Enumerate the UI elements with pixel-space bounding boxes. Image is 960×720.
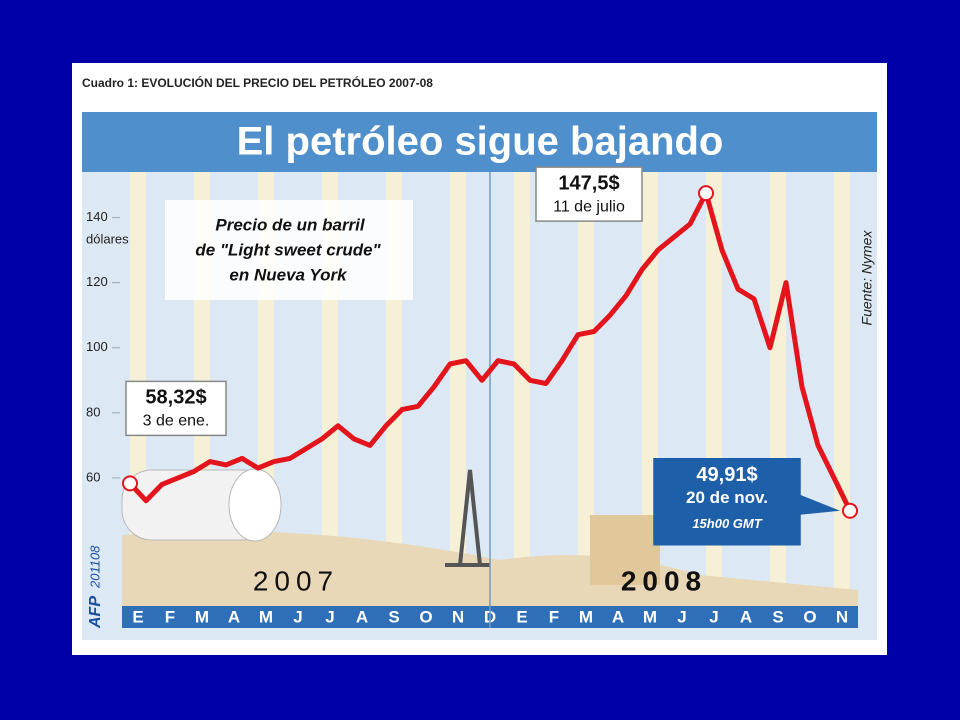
x-tick-label: S — [388, 607, 399, 626]
x-tick-label: J — [325, 607, 334, 626]
value-note: 3 de ene. — [143, 413, 210, 430]
header: Cuadro 1: EVOLUCIÓN DEL PRECIO DEL PETRÓ… — [82, 75, 433, 90]
x-tick-label: A — [356, 607, 368, 626]
x-tick-label: N — [836, 607, 848, 626]
y-tick-label: 100 — [86, 339, 108, 354]
time-note: 15h00 GMT — [692, 516, 762, 531]
x-tick-label: E — [516, 607, 527, 626]
value-label: 58,32$ — [145, 387, 206, 409]
value-note: 20 de nov. — [686, 488, 768, 507]
y-unit: dólares — [86, 231, 129, 246]
x-tick-label: F — [549, 607, 559, 626]
x-tick-label: E — [132, 607, 143, 626]
credit-date: 201108 — [87, 545, 102, 589]
x-tick-label: M — [643, 607, 657, 626]
x-tick-label: F — [165, 607, 175, 626]
x-tick-label: A — [740, 607, 752, 626]
point-marker — [698, 185, 714, 202]
y-tick-label: 60 — [86, 469, 100, 484]
pointer — [800, 494, 840, 515]
x-tick-label: M — [195, 607, 209, 626]
derrick — [445, 469, 490, 567]
month-stripe — [834, 172, 850, 606]
chart-title: El petróleo sigue bajando — [237, 120, 724, 164]
x-tick-label: A — [228, 607, 240, 626]
subtitle: en Nueva York — [229, 265, 348, 284]
y-tick-label: 80 — [86, 404, 100, 419]
subtitle: de "Light sweet crude" — [195, 240, 381, 259]
title-bar — [82, 112, 877, 172]
value-label: 147,5$ — [558, 172, 619, 194]
x-tick-label: O — [803, 607, 816, 626]
y-tick-label: 140 — [86, 209, 108, 224]
x-tick-label: S — [772, 607, 783, 626]
annotation-box — [535, 166, 643, 222]
source: Fuente: Nymex — [859, 230, 875, 326]
year-label: 2007 — [253, 565, 339, 596]
month-stripe — [418, 172, 434, 606]
x-tick-label: J — [709, 607, 718, 626]
subtitle-bg — [165, 200, 413, 300]
month-stripe — [578, 172, 594, 606]
month-stripe — [610, 172, 626, 606]
subtitle: Precio de un barril — [215, 215, 366, 234]
barrel-top — [228, 468, 282, 542]
credit: AFP — [87, 596, 104, 629]
x-tick-label: N — [452, 607, 464, 626]
point-marker — [842, 502, 858, 519]
x-tick-label: J — [677, 607, 686, 626]
y-tick-label: 120 — [86, 274, 108, 289]
annotation-box — [125, 380, 227, 437]
year-label: 2008 — [621, 565, 707, 596]
month-stripe — [514, 172, 530, 606]
x-tick-label: A — [612, 607, 624, 626]
annotation-box — [653, 457, 801, 546]
x-tick-label: O — [419, 607, 432, 626]
price-line — [128, 190, 853, 512]
value-note: 11 de julio — [553, 198, 625, 215]
x-tick-label: M — [259, 607, 273, 626]
point-marker — [122, 475, 138, 492]
x-tick-label: M — [579, 607, 593, 626]
month-stripe — [546, 172, 562, 606]
building — [590, 515, 660, 585]
value-label: 49,91$ — [696, 464, 757, 486]
x-tick-label: J — [293, 607, 302, 626]
month-stripe — [450, 172, 466, 606]
